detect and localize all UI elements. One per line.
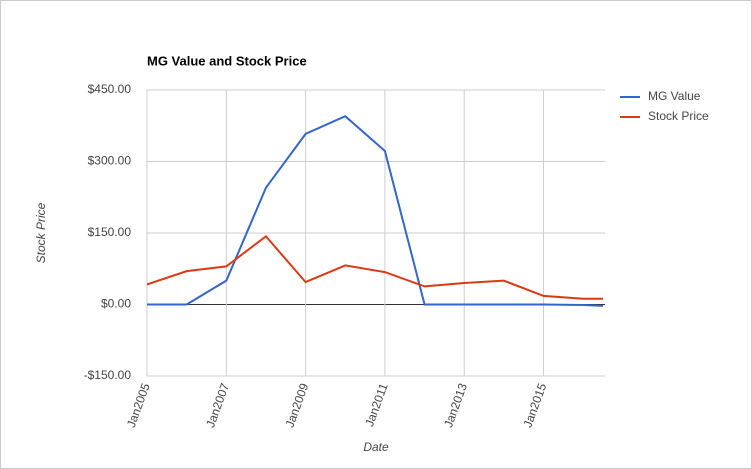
legend-label: MG Value	[648, 89, 701, 103]
y-tick-label: $0.00	[101, 297, 131, 311]
legend-label: Stock Price	[648, 109, 709, 123]
y-tick-label: -$150.00	[84, 368, 132, 382]
y-tick-label: $150.00	[88, 225, 132, 239]
y-tick-label: $300.00	[88, 154, 132, 168]
x-axis-label: Date	[363, 440, 389, 454]
y-axis-label: Stock Price	[34, 202, 48, 263]
series-line	[146, 234, 604, 300]
chart-title: MG Value and Stock Price	[147, 53, 307, 68]
series-line	[147, 115, 604, 307]
y-tick-label: $450.00	[88, 82, 132, 96]
